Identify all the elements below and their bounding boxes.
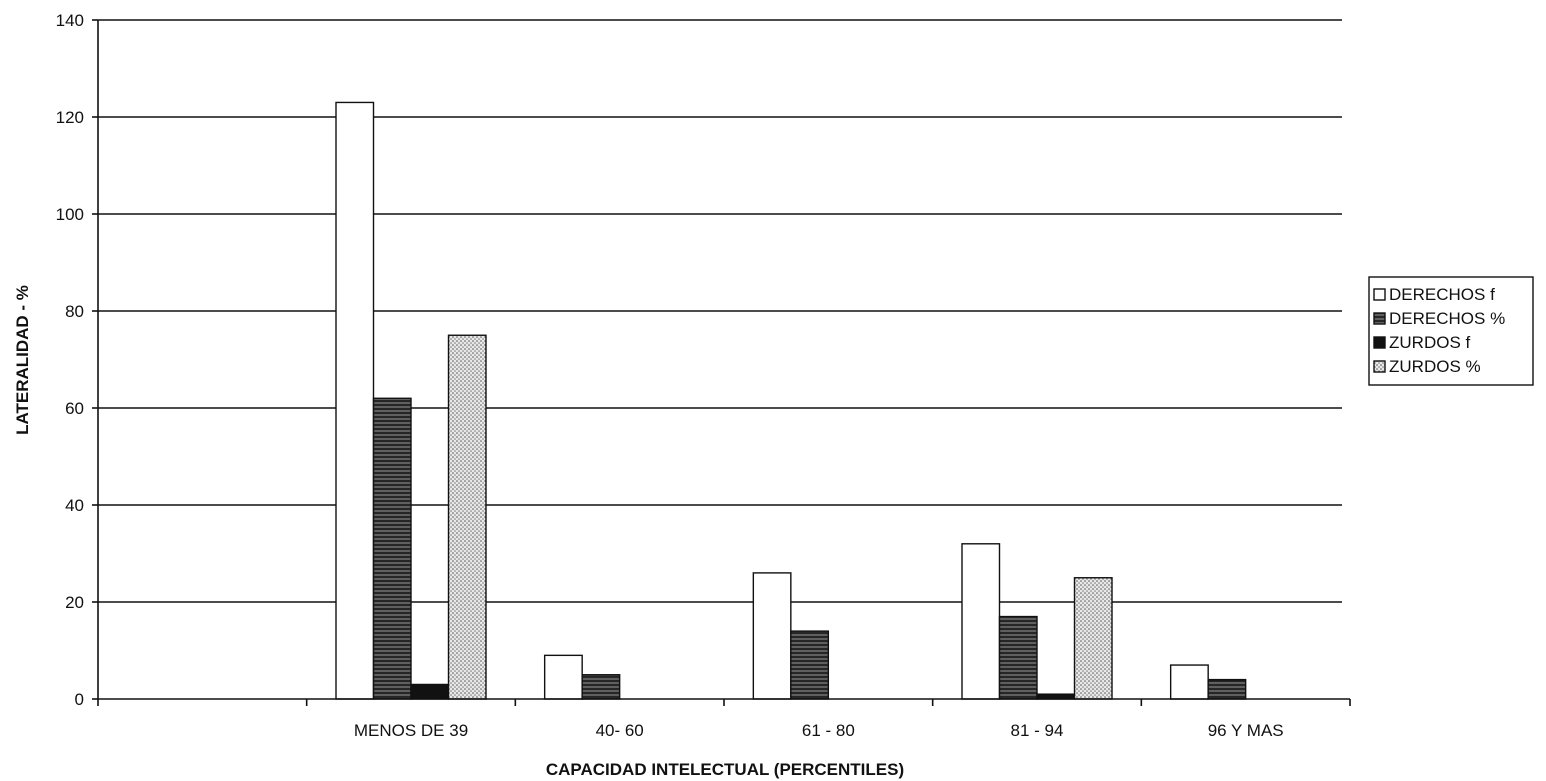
y-tick-label: 80 (65, 302, 84, 321)
x-tick-labels: MENOS DE 39 40- 60 61 - 80 81 - 94 96 Y MAS (354, 721, 1284, 740)
y-tick-label: 40 (65, 496, 84, 515)
x-tick-label: MENOS DE 39 (354, 721, 468, 740)
x-tick-label: 40- 60 (596, 721, 644, 740)
bar (1169, 664, 1209, 700)
bar (752, 572, 792, 700)
y-tick-label: 0 (75, 690, 84, 709)
y-axis-title: LATERALIDAD - % (13, 285, 32, 435)
bar (372, 397, 412, 700)
x-tick-label: 96 Y MAS (1208, 721, 1284, 740)
y-tick-label: 120 (56, 108, 84, 127)
legend-label: ZURDOS % (1389, 357, 1481, 376)
bar (543, 654, 583, 700)
bar (961, 543, 1001, 700)
y-tick-label: 140 (56, 11, 84, 30)
x-tick-label: 81 - 94 (1011, 721, 1064, 740)
bar (998, 615, 1038, 700)
legend-box (1368, 276, 1534, 386)
legend-swatch (1373, 360, 1386, 373)
bar (1207, 678, 1247, 700)
bars (335, 101, 1247, 700)
legend-swatch (1373, 288, 1386, 301)
x-tick-label: 61 - 80 (802, 721, 855, 740)
y-tick-label: 60 (65, 399, 84, 418)
legend-label: ZURDOS f (1389, 333, 1471, 352)
legend: DERECHOS f DERECHOS % ZURDOS f ZURDOS % (1368, 276, 1534, 386)
x-axis-title: CAPACIDAD INTELECTUAL (PERCENTILES) (546, 760, 904, 779)
gridlines (98, 19, 1342, 603)
legend-label: DERECHOS f (1389, 285, 1495, 304)
axes (92, 19, 1351, 706)
legend-swatch (1373, 312, 1386, 325)
bar (335, 101, 375, 700)
y-tick-label: 20 (65, 593, 84, 612)
legend-swatch (1373, 336, 1386, 349)
bar (581, 674, 621, 700)
y-tick-labels: 0 20 40 60 80 100 120 140 (56, 11, 84, 709)
bar (447, 334, 487, 700)
legend-label: DERECHOS % (1389, 309, 1505, 328)
bar (410, 683, 450, 700)
bar (790, 630, 830, 700)
y-tick-label: 100 (56, 205, 84, 224)
bar (1073, 577, 1113, 700)
